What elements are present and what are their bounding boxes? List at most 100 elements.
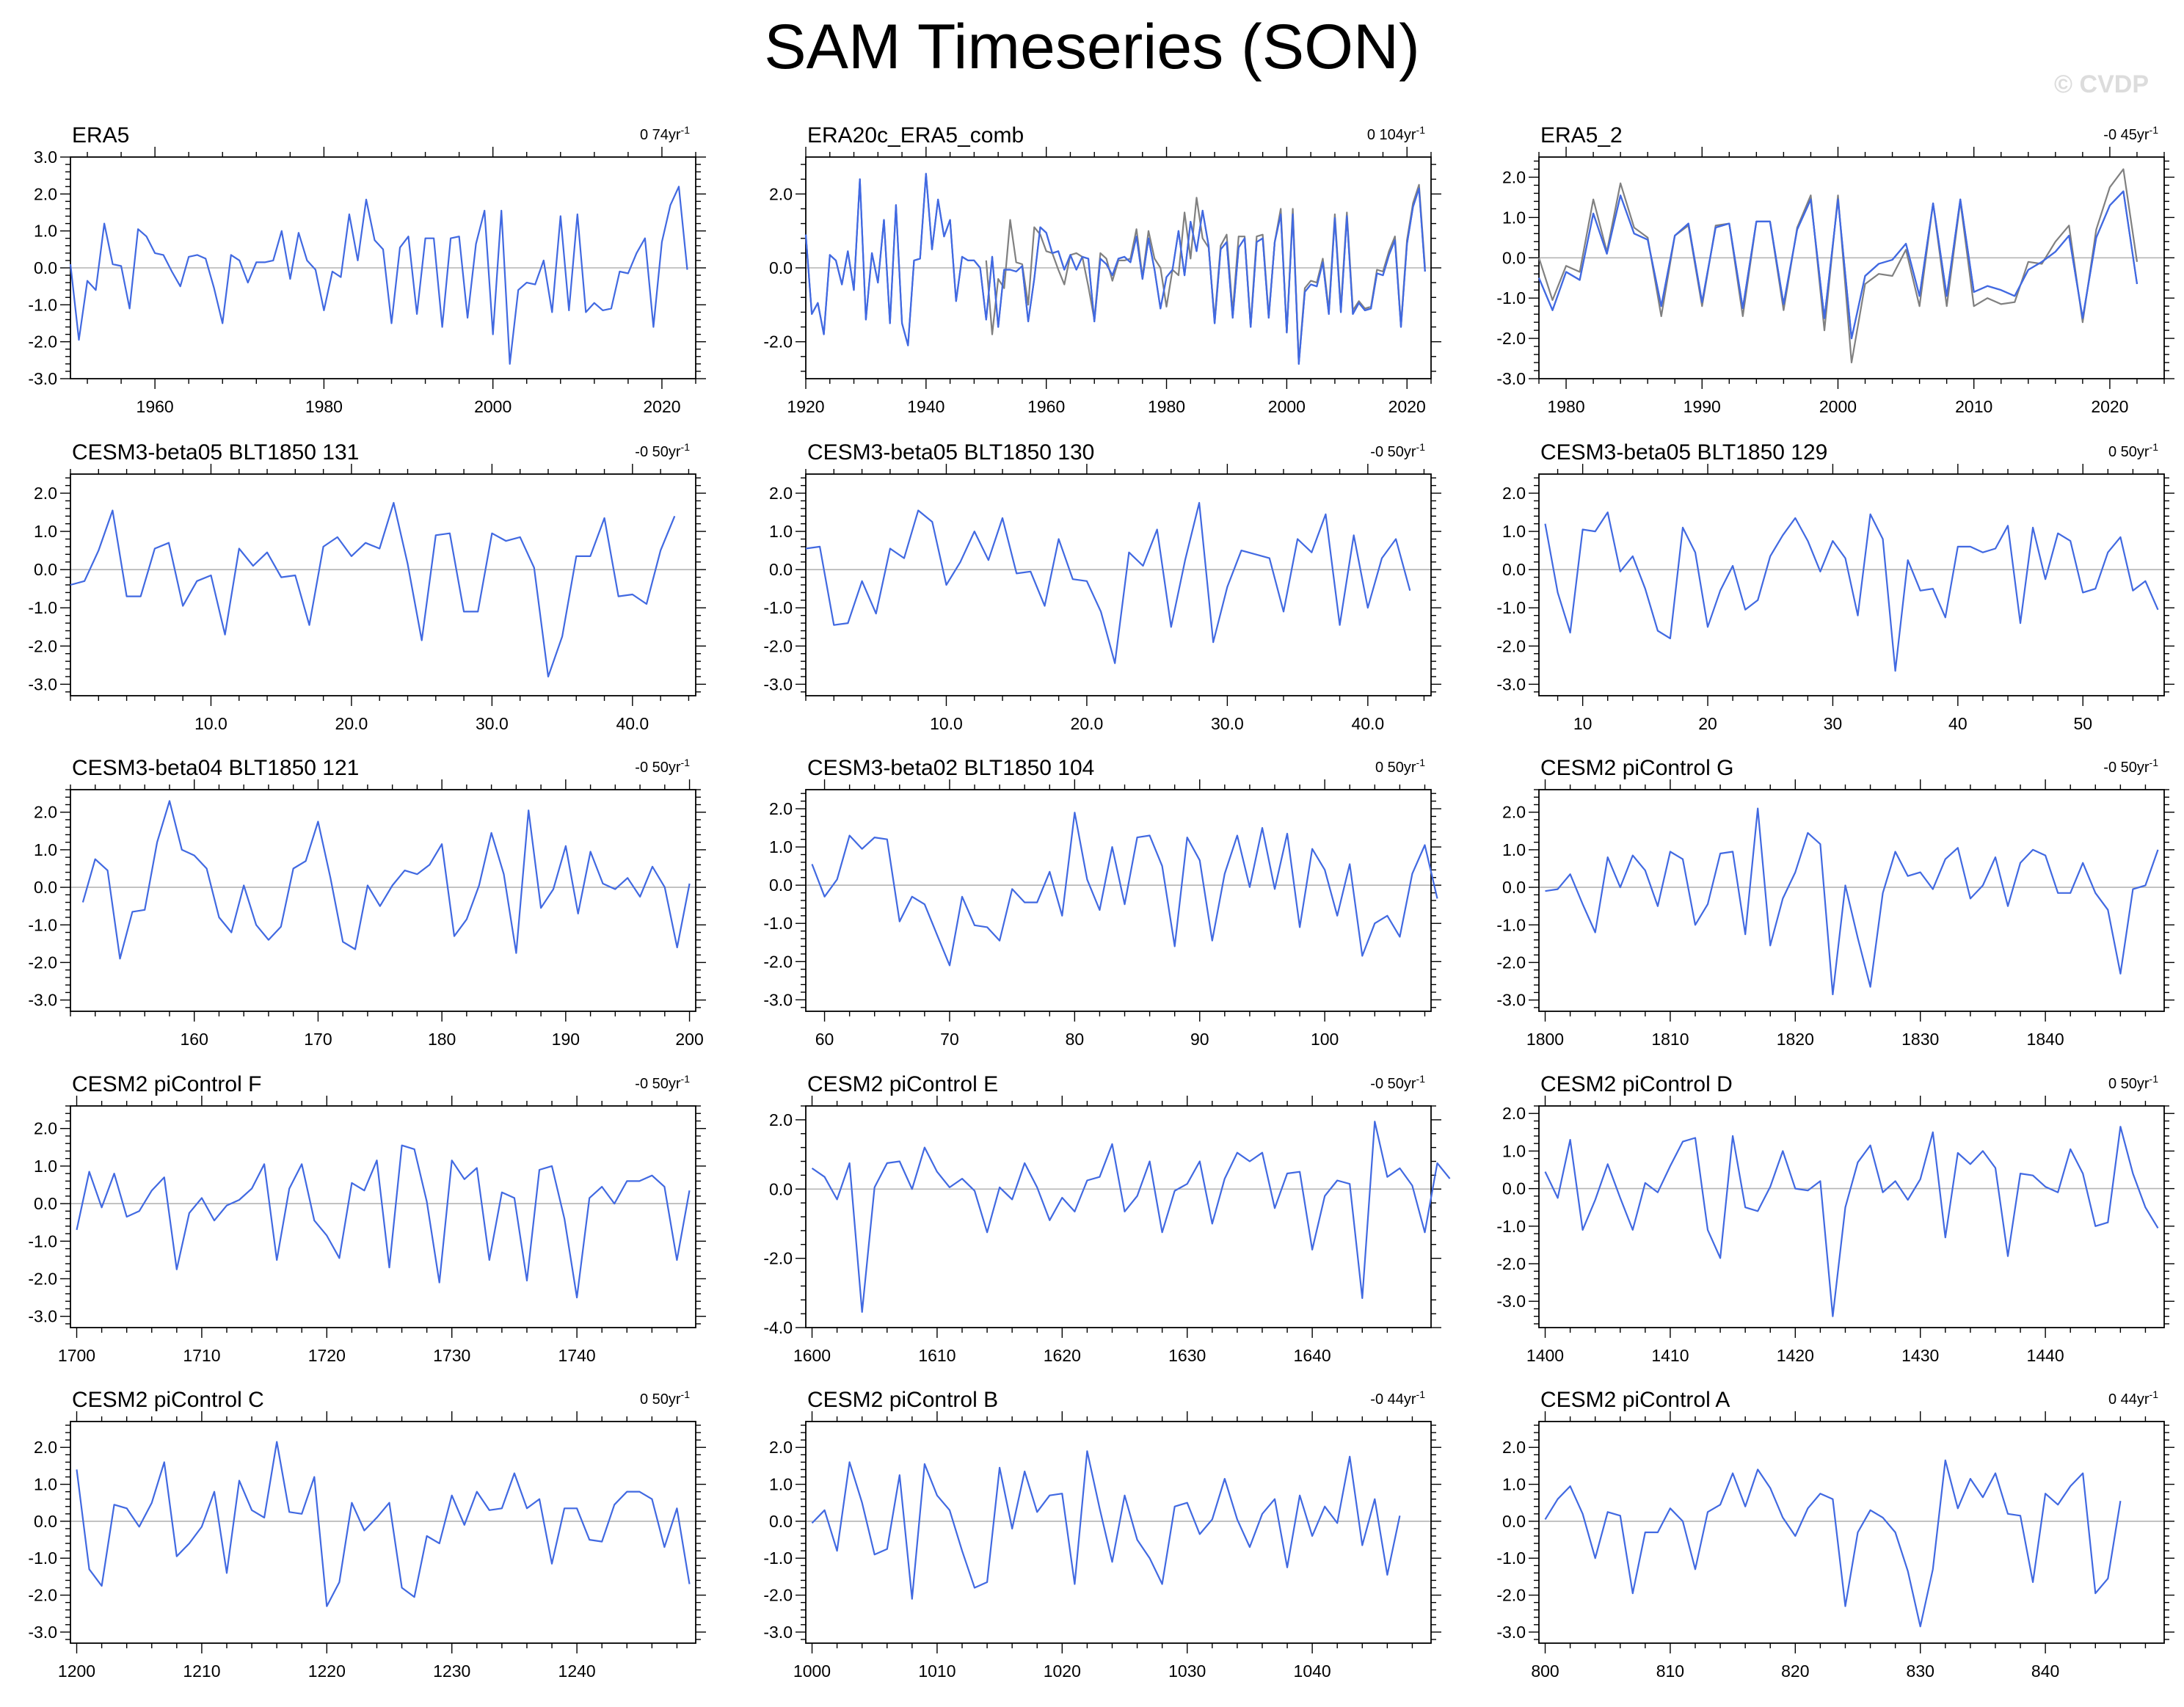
x-tick-label: 2010 (1955, 397, 1992, 416)
y-tick-label: -1.0 (1496, 288, 1526, 307)
timeseries-panel: ERA5 0 74yr-1 -3.0 -2.0 -1.0 0.0 1.0 2.0 3.0 1960… (28, 123, 706, 416)
y-tick-label: 0.0 (1502, 248, 1526, 267)
y-tick-label: 0.0 (1502, 878, 1526, 897)
y-tick-label: 2.0 (1502, 1438, 1526, 1457)
x-tick-label: 840 (2031, 1661, 2059, 1681)
y-tick-label: -3.0 (1496, 991, 1526, 1010)
y-tick-label: 1.0 (769, 837, 793, 856)
series-line (1544, 511, 2159, 672)
y-tick-label: 2.0 (1502, 484, 1526, 503)
timeseries-panel: CESM2 piControl B -0 44yr-1 -3.0 -2.0 -1.0 0.… (763, 1388, 1441, 1681)
x-tick-label: 1040 (1294, 1661, 1331, 1681)
y-tick-label: 1.0 (1502, 1475, 1526, 1494)
y-tick-label: -2.0 (763, 1249, 793, 1268)
x-tick-label: 1840 (2027, 1030, 2064, 1049)
panel-title: CESM3-beta02 BLT1850 104 (807, 756, 1094, 780)
x-tick-label: 1240 (558, 1661, 596, 1681)
x-tick-label: 1410 (1651, 1346, 1689, 1365)
y-tick-label: -4.0 (763, 1318, 793, 1337)
trend-label: -0 50yr-1 (1370, 441, 1425, 460)
y-tick-label: 2.0 (1502, 167, 1526, 186)
y-tick-label: 2.0 (769, 1438, 793, 1457)
x-tick-label: 1940 (907, 397, 944, 416)
series-line (811, 1450, 1401, 1600)
x-tick-label: 1700 (58, 1346, 95, 1365)
y-tick-label: -3.0 (763, 674, 793, 694)
timeseries-panel: CESM3-beta05 BLT1850 129 0 50yr-1 -3.0 -2.0… (1496, 440, 2174, 733)
trend-label: 0 50yr-1 (2108, 1073, 2158, 1092)
series-line (1544, 1126, 2159, 1317)
timeseries-panel: CESM2 piControl G -0 50yr-1 -3.0 -2.0 -1.0 0.… (1496, 756, 2174, 1049)
y-tick-label: -2.0 (28, 332, 57, 352)
y-tick-label: -3.0 (763, 990, 793, 1009)
y-tick-label: 2.0 (1502, 803, 1526, 822)
y-tick-label: -2.0 (28, 636, 57, 655)
y-tick-label: -2.0 (763, 332, 793, 352)
y-tick-label: 2.0 (769, 799, 793, 818)
y-tick-label: 0.0 (769, 1512, 793, 1531)
y-tick-label: -3.0 (28, 1623, 57, 1642)
series-line (1544, 1459, 2122, 1628)
x-tick-label: 40.0 (1351, 714, 1384, 733)
plot-frame (1538, 1421, 2165, 1644)
x-tick-label: 1420 (1777, 1346, 1814, 1365)
panel-title: CESM2 piControl F (72, 1072, 261, 1096)
y-tick-label: -1.0 (28, 915, 57, 934)
y-tick-label: 1.0 (769, 1475, 793, 1494)
y-tick-label: -2.0 (763, 1586, 793, 1605)
trend-label: -0 50yr-1 (1370, 1073, 1425, 1092)
y-tick-label: -1.0 (1496, 598, 1526, 617)
plot-frame (805, 1105, 1432, 1328)
x-tick-label: 40.0 (616, 714, 649, 733)
x-tick-label: 2020 (1388, 397, 1426, 416)
y-tick-label: 2.0 (34, 803, 57, 822)
trend-label: 0 74yr-1 (640, 124, 690, 143)
timeseries-panel: CESM2 piControl C 0 50yr-1 -3.0 -2.0 -1.0 0.0… (28, 1388, 706, 1681)
y-tick-label: 1.0 (34, 840, 57, 859)
panel-title: CESM2 piControl C (72, 1388, 264, 1412)
x-tick-label: 1920 (787, 397, 824, 416)
x-tick-label: 810 (1656, 1661, 1684, 1681)
x-tick-label: 2000 (1819, 397, 1857, 416)
y-tick-label: -3.0 (1496, 1623, 1526, 1642)
y-tick-label: -2.0 (28, 1586, 57, 1605)
trend-label: -0 50yr-1 (635, 757, 690, 776)
y-tick-label: -3.0 (1496, 369, 1526, 388)
x-tick-label: 20.0 (1071, 714, 1104, 733)
y-tick-label: 2.0 (34, 184, 57, 203)
reference-series-line (1537, 168, 2138, 364)
y-tick-label: 1.0 (769, 522, 793, 541)
x-tick-label: 1710 (183, 1346, 220, 1365)
x-tick-label: 820 (1781, 1661, 1809, 1681)
x-tick-label: 20 (1698, 714, 1717, 733)
series-line (81, 800, 691, 960)
y-tick-label: -2.0 (1496, 636, 1526, 655)
series-line-top (1537, 190, 2138, 340)
series-line (1545, 807, 2159, 996)
series-line (1537, 190, 2138, 340)
plot-frame (70, 1421, 696, 1644)
y-tick-label: 2.0 (1502, 1104, 1526, 1123)
y-tick-label: -1.0 (28, 598, 57, 617)
y-tick-label: -1.0 (28, 295, 57, 314)
x-tick-label: 1980 (1148, 397, 1185, 416)
x-tick-label: 1990 (1684, 397, 1721, 416)
y-tick-label: 0.0 (34, 560, 57, 579)
y-tick-label: 2.0 (769, 184, 793, 203)
y-tick-label: -3.0 (763, 1623, 793, 1642)
trend-label: -0 50yr-1 (635, 441, 690, 460)
timeseries-panel: CESM2 piControl A 0 44yr-1 -3.0 -2.0 -1.0 0.0… (1496, 1388, 2174, 1681)
plot-frame (70, 473, 696, 696)
x-tick-label: 80 (1066, 1030, 1085, 1049)
y-tick-label: 1.0 (34, 522, 57, 541)
y-tick-label: -2.0 (1496, 1586, 1526, 1605)
x-tick-label: 1400 (1526, 1346, 1564, 1365)
x-tick-label: 2020 (643, 397, 680, 416)
x-tick-label: 30 (1824, 714, 1843, 733)
y-tick-label: -1.0 (763, 1548, 793, 1568)
x-tick-label: 1740 (558, 1346, 596, 1365)
y-tick-label: 2.0 (34, 1438, 57, 1457)
x-tick-label: 1960 (136, 397, 174, 416)
trend-label: 0 44yr-1 (2108, 1388, 2158, 1408)
